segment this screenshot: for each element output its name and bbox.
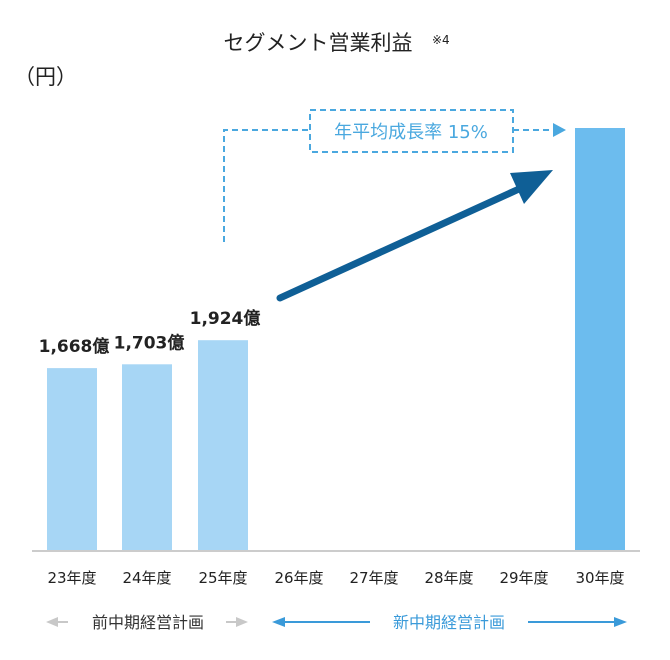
x-tick-23年度: 23年度 bbox=[47, 569, 96, 587]
bar-23年度 bbox=[47, 368, 97, 550]
period-label-new: 新中期経営計画 bbox=[393, 613, 505, 632]
data-label-25年度: 1,924億 bbox=[190, 308, 261, 329]
x-tick-29年度: 29年度 bbox=[499, 569, 548, 587]
x-tick-25年度: 25年度 bbox=[198, 569, 247, 587]
period-label-previous: 前中期経営計画 bbox=[92, 613, 204, 632]
data-label-23年度: 1,668億 bbox=[39, 336, 110, 357]
title-footnote-mark: ※4 bbox=[432, 33, 450, 47]
bars-group bbox=[47, 128, 625, 550]
x-tick-26年度: 26年度 bbox=[274, 569, 323, 587]
period-previous-plan: 前中期経営計画 bbox=[46, 613, 248, 632]
cagr-label: 年平均成長率 15% bbox=[334, 122, 488, 143]
x-tick-labels-group: 23年度 24年度 25年度 26年度 27年度 28年度 29年度 30年度 bbox=[47, 569, 624, 587]
x-tick-30年度: 30年度 bbox=[575, 569, 624, 587]
x-tick-24年度: 24年度 bbox=[122, 569, 171, 587]
data-label-24年度: 1,703億 bbox=[114, 332, 185, 353]
growth-arrow bbox=[276, 170, 553, 302]
x-tick-28年度: 28年度 bbox=[424, 569, 473, 587]
bar-25年度 bbox=[198, 340, 248, 550]
bar-24年度 bbox=[122, 364, 172, 550]
unit-label: （円） bbox=[14, 65, 77, 89]
x-tick-27年度: 27年度 bbox=[349, 569, 398, 587]
cagr-annotation: 年平均成長率 15% bbox=[223, 109, 566, 242]
bar-30年度 bbox=[575, 128, 625, 550]
period-new-plan: 新中期経営計画 bbox=[272, 613, 627, 632]
period-indicators: 前中期経営計画 新中期経営計画 bbox=[46, 613, 627, 632]
chart-title: セグメント営業利益 bbox=[224, 31, 413, 55]
